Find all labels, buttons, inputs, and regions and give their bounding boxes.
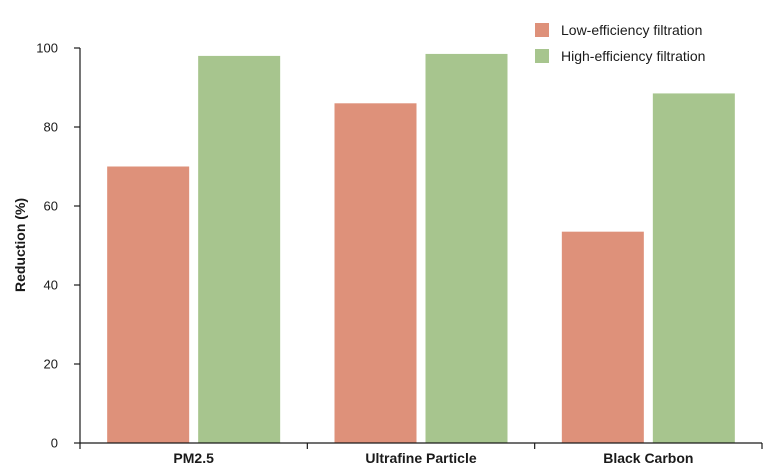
x-axis: PM2.5 Ultrafine Particle Black Carbon bbox=[79, 442, 763, 466]
bar bbox=[334, 103, 417, 444]
bar bbox=[107, 166, 190, 443]
y-tick-label: 40 bbox=[44, 278, 58, 293]
legend-swatch bbox=[535, 49, 549, 63]
legend-swatch bbox=[535, 23, 549, 37]
legend-label: Low-efficiency filtration bbox=[561, 22, 702, 38]
y-tick-label: 100 bbox=[36, 41, 58, 56]
y-tick-label: 20 bbox=[44, 357, 58, 372]
legend: Low-efficiency filtration High-efficiency… bbox=[535, 22, 705, 64]
x-category-label: Ultrafine Particle bbox=[365, 450, 476, 466]
bar bbox=[198, 55, 281, 444]
x-category-label: Black Carbon bbox=[603, 450, 693, 466]
bar bbox=[652, 93, 735, 444]
y-tick-label: 60 bbox=[44, 199, 58, 214]
y-tick-label: 0 bbox=[51, 436, 58, 451]
y-axis-title: Reduction (%) bbox=[12, 198, 28, 292]
bars bbox=[107, 53, 735, 444]
x-category-label: PM2.5 bbox=[173, 450, 214, 466]
legend-label: High-efficiency filtration bbox=[561, 48, 705, 64]
y-axis: 0 20 40 60 80 100 bbox=[36, 41, 81, 451]
y-tick-label: 80 bbox=[44, 120, 58, 135]
bar bbox=[425, 53, 508, 444]
bar bbox=[561, 231, 644, 443]
